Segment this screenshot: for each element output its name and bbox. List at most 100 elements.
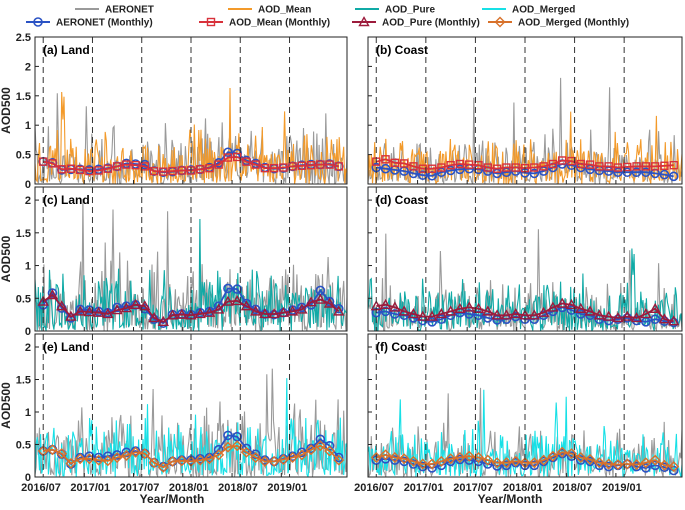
legend-item-merged: AOD_Merged bbox=[482, 5, 575, 16]
aeronet-monthly-point bbox=[566, 305, 577, 315]
pure-monthly-point bbox=[565, 298, 578, 310]
merged-monthly-point bbox=[111, 452, 123, 463]
pure-monthly-point bbox=[472, 302, 485, 313]
panel-title: (b) Coast bbox=[376, 43, 428, 57]
x-tick-label: 2016/07 bbox=[354, 482, 394, 494]
aeronet-monthly-point bbox=[529, 460, 540, 471]
pure-monthly-point bbox=[500, 309, 513, 320]
legend-label: AOD_Pure bbox=[385, 5, 435, 16]
mean-monthly-point bbox=[446, 160, 455, 170]
merged-monthly-point bbox=[65, 457, 77, 469]
merged-daily-line bbox=[35, 378, 347, 477]
aeronet-monthly-point bbox=[631, 167, 642, 178]
merged-monthly-point bbox=[603, 458, 615, 470]
legend-marker-triangle bbox=[358, 16, 370, 27]
aeronet-monthly-point bbox=[315, 434, 326, 445]
mean-monthly-point bbox=[381, 155, 390, 164]
merged-monthly-point bbox=[556, 446, 568, 458]
pure-monthly-point bbox=[668, 315, 680, 326]
pure-monthly-point bbox=[231, 294, 243, 306]
merged-monthly-point bbox=[277, 453, 289, 465]
merged-monthly-point bbox=[631, 459, 643, 471]
pure-monthly-point bbox=[593, 309, 606, 320]
mean-monthly-point bbox=[511, 163, 520, 172]
mean-monthly-point bbox=[539, 162, 548, 171]
panel-frame bbox=[367, 333, 683, 478]
pure-monthly-point bbox=[222, 295, 234, 306]
legend-item-pure: AOD_Pure bbox=[355, 5, 435, 16]
pure-monthly-point bbox=[111, 304, 123, 315]
merged-monthly-point bbox=[56, 448, 68, 460]
panel-a-land: (a) Land 0 0.5 1 1.5 2 2.5 AOD500 bbox=[0, 32, 348, 191]
mean-monthly-point bbox=[455, 159, 465, 169]
pure-monthly-point bbox=[547, 301, 559, 312]
mean-monthly-point bbox=[149, 166, 159, 176]
merged-monthly-point bbox=[74, 453, 86, 465]
panel-frame bbox=[367, 36, 683, 185]
merged-monthly-point bbox=[435, 455, 447, 467]
mean-monthly-point bbox=[196, 165, 205, 174]
y-tick-label: 0.5 bbox=[16, 440, 31, 452]
legend-marker-diamond bbox=[494, 16, 506, 28]
merged-monthly-point bbox=[593, 457, 605, 469]
pure-monthly-point bbox=[176, 308, 188, 319]
pure-monthly-point bbox=[602, 310, 615, 321]
pure-monthly-point bbox=[166, 309, 179, 320]
merged-monthly-point bbox=[259, 455, 271, 467]
aeronet-monthly-point bbox=[464, 309, 475, 319]
pure-monthly-point bbox=[203, 306, 216, 317]
mean-monthly-point bbox=[297, 161, 307, 170]
pure-monthly-point bbox=[482, 305, 494, 316]
panel-frame bbox=[34, 186, 348, 332]
pure-monthly-point bbox=[148, 311, 160, 323]
legend-label: AOD_Merged bbox=[512, 5, 575, 16]
merged-monthly-point bbox=[658, 459, 670, 471]
pure-monthly-point bbox=[55, 300, 68, 311]
x-tick-label: 2019/01 bbox=[602, 482, 642, 494]
pure-monthly-point bbox=[139, 300, 151, 311]
legend-label: AERONET (Monthly) bbox=[56, 18, 153, 29]
aeronet-monthly-point bbox=[650, 314, 660, 325]
pure-monthly-point bbox=[333, 305, 345, 316]
pure-monthly-point bbox=[389, 301, 401, 312]
aeronet-monthly-point bbox=[84, 451, 95, 462]
y-axis-label: AOD500 bbox=[0, 235, 13, 282]
panel-title: (d) Coast bbox=[376, 193, 428, 207]
merged-monthly-point bbox=[668, 461, 680, 473]
mean-monthly-point bbox=[186, 166, 196, 175]
mean-monthly-point bbox=[399, 159, 409, 168]
pure-monthly-point bbox=[37, 295, 49, 306]
panel-title: (e) Land bbox=[43, 340, 90, 354]
pure-monthly-point bbox=[314, 293, 327, 304]
pure-monthly-point bbox=[259, 308, 271, 319]
legend-label: AERONET bbox=[105, 5, 154, 16]
aeronet-monthly-point bbox=[445, 165, 456, 176]
aeronet-monthly-point bbox=[380, 163, 391, 174]
merged-monthly-point bbox=[324, 445, 336, 457]
pure-monthly-point bbox=[286, 305, 299, 316]
aeronet-monthly-point bbox=[668, 171, 679, 182]
x-tick-label: 2017/07 bbox=[453, 482, 493, 494]
mean-monthly-point bbox=[483, 163, 493, 172]
merged-monthly-point bbox=[407, 455, 419, 467]
aeronet-monthly-point bbox=[427, 317, 437, 327]
legend: AERONET AOD_Mean AOD_Pure AOD_Merged AERONET… bbox=[26, 5, 629, 29]
aeronet-monthly-point bbox=[641, 463, 651, 473]
mean-monthly-point bbox=[632, 162, 641, 171]
mean-monthly-point bbox=[316, 160, 325, 169]
y-tick-label: 0.5 bbox=[16, 150, 31, 162]
mean-monthly-point bbox=[474, 160, 483, 170]
merged-monthly-point bbox=[194, 454, 206, 466]
merged-monthly-point bbox=[333, 454, 345, 466]
pure-monthly-point bbox=[435, 308, 448, 319]
legend-label: AOD_Merged (Monthly) bbox=[518, 18, 629, 29]
pure-monthly-point bbox=[426, 310, 438, 321]
aeronet-monthly-point bbox=[668, 465, 679, 476]
mean-monthly-point bbox=[288, 162, 297, 171]
mean-monthly-point bbox=[409, 162, 418, 171]
pure-monthly-point bbox=[556, 297, 568, 308]
merged-monthly-point bbox=[640, 457, 652, 469]
aeronet-monthly-point bbox=[297, 302, 307, 313]
mean-monthly-point bbox=[623, 162, 632, 172]
legend-marker-square bbox=[206, 17, 216, 27]
